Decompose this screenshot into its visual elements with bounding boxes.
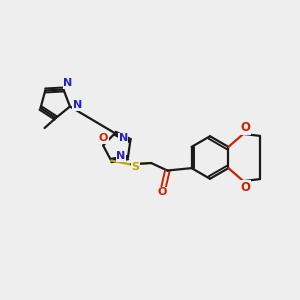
Text: N: N xyxy=(63,78,73,88)
Text: O: O xyxy=(240,121,250,134)
Text: N: N xyxy=(73,100,82,110)
Text: O: O xyxy=(99,134,108,143)
Text: O: O xyxy=(240,181,250,194)
Text: N: N xyxy=(116,151,126,161)
Text: S: S xyxy=(131,162,140,172)
Text: N: N xyxy=(119,133,128,143)
Text: O: O xyxy=(158,187,167,197)
